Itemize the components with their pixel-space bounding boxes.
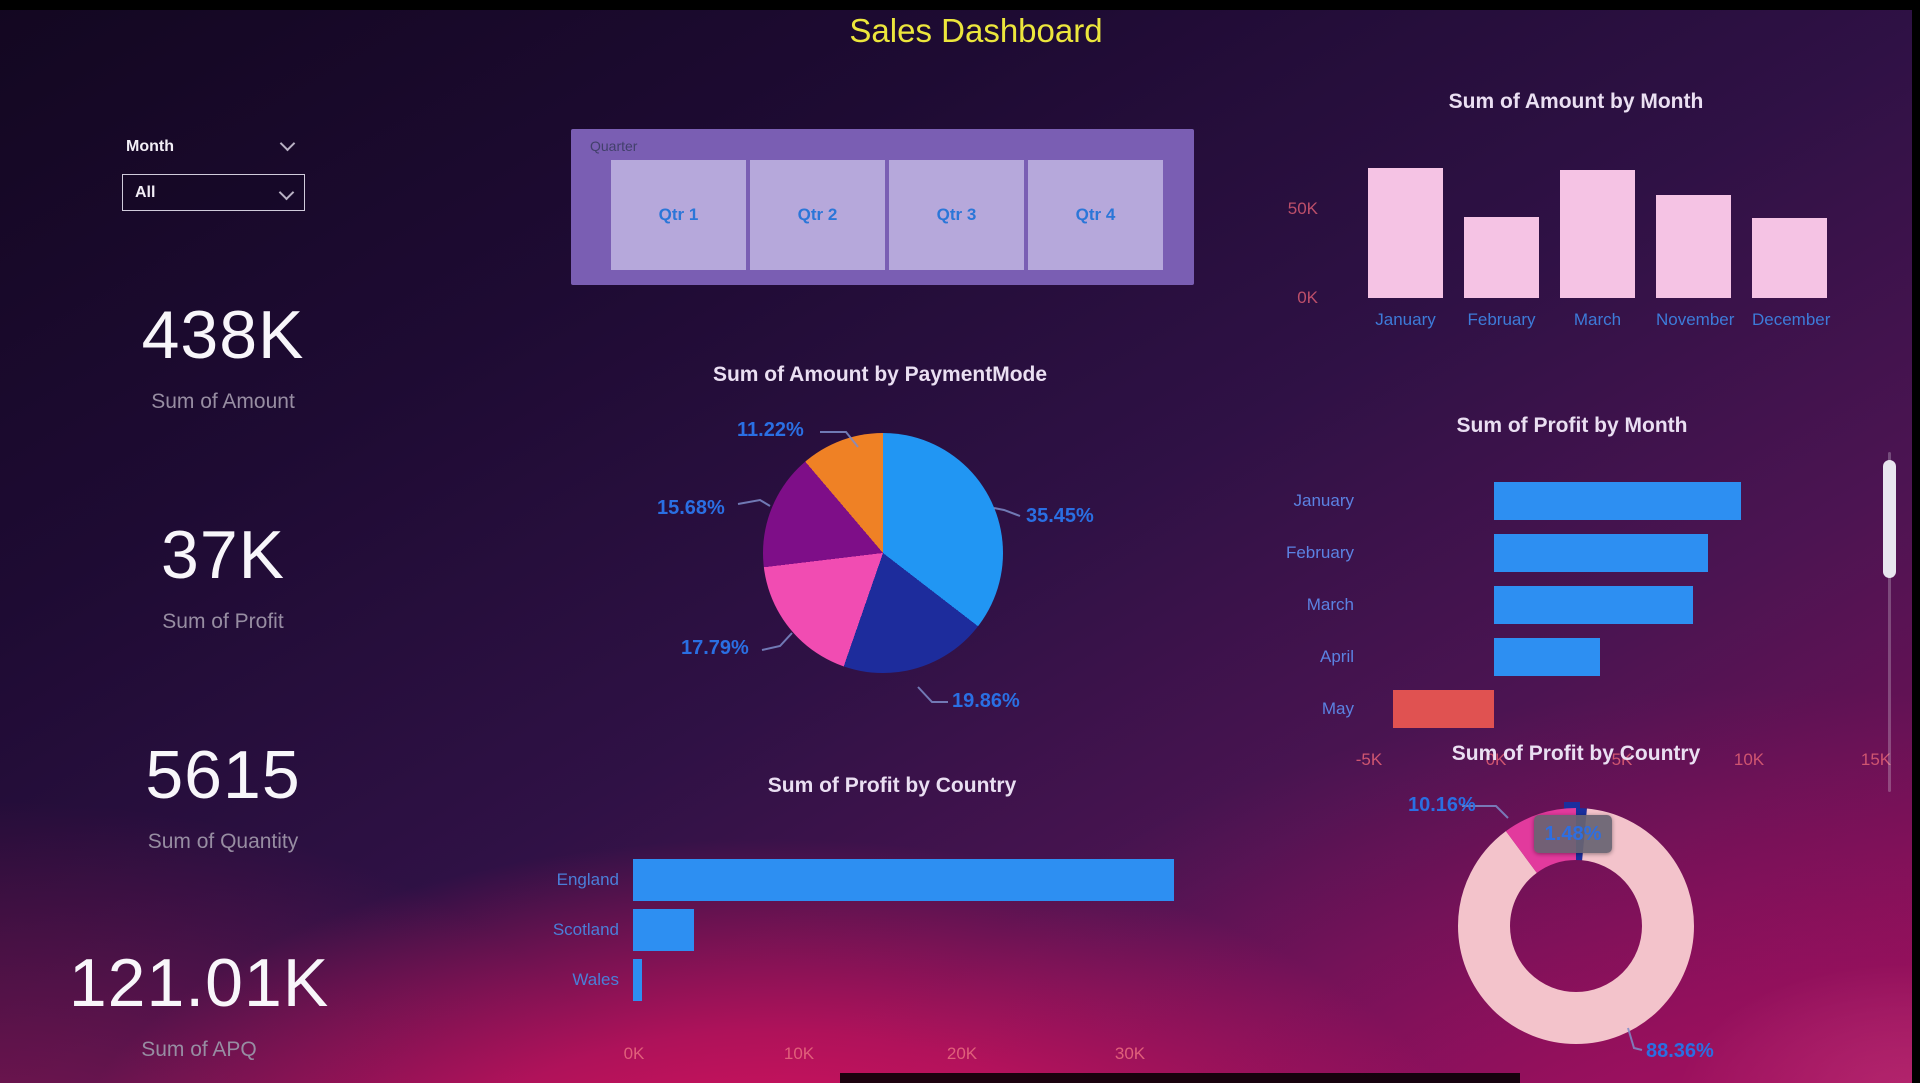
chart-row-Wales: Wales <box>420 958 1220 1002</box>
bar-May[interactable] <box>1393 690 1495 728</box>
chart-row-England: England <box>420 858 1220 902</box>
kpi-value: 121.01K <box>68 945 330 1021</box>
y-axis-label: Scotland <box>552 920 619 939</box>
kpi-card-apq: 121.01K Sum of APQ <box>14 948 384 1062</box>
quarter-buttons: Qtr 1 Qtr 2 Qtr 3 Qtr 4 <box>611 160 1163 270</box>
bar-March[interactable] <box>1560 170 1635 298</box>
chart-title-amount-by-paymentmode: Sum of Amount by PaymentMode <box>712 363 1048 386</box>
scrollbar-thumb[interactable] <box>1883 460 1896 578</box>
x-axis-label: February <box>1467 310 1536 329</box>
quarter-button-qtr2[interactable]: Qtr 2 <box>750 160 885 270</box>
chart-row-January: January <box>1244 481 1904 521</box>
tooltip: 1.48% <box>1534 815 1612 853</box>
kpi-card-quantity: 5615 Sum of Quantity <box>38 740 408 854</box>
kpi-label: Sum of Amount <box>151 390 295 413</box>
x-axis-label: March <box>1573 310 1622 329</box>
bar-January[interactable] <box>1368 168 1443 298</box>
quarter-button-qtr3[interactable]: Qtr 3 <box>889 160 1024 270</box>
chart-title-profit-by-country: Sum of Profit by Country <box>767 774 1017 797</box>
chevron-down-icon <box>278 184 295 201</box>
payment-mode-pie[interactable] <box>763 433 1003 673</box>
chart-row-April: April <box>1244 637 1904 677</box>
bar-February[interactable] <box>1494 534 1708 572</box>
kpi-card-amount: 438K Sum of Amount <box>38 300 408 414</box>
month-filter-dropdown[interactable]: All <box>122 174 305 211</box>
quarter-slicer-header: Quarter <box>590 138 638 154</box>
bar-Wales[interactable] <box>633 959 642 1001</box>
quarter-button-qtr4[interactable]: Qtr 4 <box>1028 160 1163 270</box>
x-axis-tick: 0K <box>623 1044 645 1063</box>
amount-by-month-x-axis: January February March November December <box>1368 310 1831 330</box>
donut-label-scotland: 10.16% <box>1408 794 1476 816</box>
screen-edge-bottom <box>840 1073 1520 1083</box>
kpi-label: Sum of Profit <box>162 610 284 633</box>
y-axis-label: February <box>1285 543 1354 562</box>
x-axis-tick: 5K <box>1611 750 1633 769</box>
quarter-slicer: Quarter Qtr 1 Qtr 2 Qtr 3 Qtr 4 <box>571 129 1194 285</box>
donut-slice[interactable] <box>1458 808 1694 1044</box>
y-axis-label: March <box>1306 595 1354 614</box>
collapse-chevron-icon[interactable] <box>279 135 296 152</box>
bar-England[interactable] <box>633 859 1174 901</box>
x-axis-tick: -5K <box>1355 750 1383 769</box>
pie-label: 17.79% <box>681 637 749 659</box>
x-axis-tick: 10K <box>1733 750 1765 769</box>
x-axis-label: January <box>1375 310 1436 329</box>
chart-title-profit-by-month: Sum of Profit by Month <box>1456 414 1688 437</box>
chart-row-February: February <box>1244 533 1904 573</box>
bar-March[interactable] <box>1494 586 1693 624</box>
amount-by-month-plot <box>1368 148 1827 298</box>
kpi-value: 5615 <box>145 737 301 813</box>
y-axis-label: April <box>1319 647 1354 666</box>
y-axis-tick: 50K <box>1287 199 1318 218</box>
screen-edge-top <box>0 0 1920 10</box>
kpi-value: 438K <box>141 297 305 373</box>
chart-title-profit-by-country-donut: Sum of Profit by Country <box>1451 742 1701 765</box>
quarter-button-qtr1[interactable]: Qtr 1 <box>611 160 746 270</box>
kpi-value: 37K <box>161 517 285 593</box>
scrollbar-track[interactable] <box>1888 452 1891 792</box>
pie-label: 19.86% <box>952 690 1020 712</box>
month-filter-label: Month <box>126 138 174 155</box>
x-axis-tick: 20K <box>946 1044 978 1063</box>
bar-January[interactable] <box>1494 482 1741 520</box>
bar-April[interactable] <box>1494 638 1600 676</box>
tooltip-value: 1.48% <box>1544 822 1602 845</box>
bar-Scotland[interactable] <box>633 909 694 951</box>
donut-label-england: 88.36% <box>1646 1040 1714 1062</box>
y-axis-label: January <box>1293 491 1354 510</box>
x-axis-label: December <box>1752 310 1831 329</box>
chart-row-March: March <box>1244 585 1904 625</box>
chart-row-Scotland: Scotland <box>420 908 1220 952</box>
chart-row-May: May <box>1244 689 1904 729</box>
page-title: Sales Dashboard <box>849 12 1103 49</box>
kpi-card-profit: 37K Sum of Profit <box>38 520 408 634</box>
chart-title-amount-by-month: Sum of Amount by Month <box>1448 90 1704 113</box>
month-filter-value: All <box>135 183 156 201</box>
y-axis-label: Wales <box>572 970 619 989</box>
y-axis-label: May <box>1321 699 1354 718</box>
y-axis-label: England <box>556 870 619 889</box>
bar-November[interactable] <box>1656 195 1731 298</box>
bar-February[interactable] <box>1464 217 1539 298</box>
x-axis-tick: 30K <box>1114 1044 1146 1063</box>
screen-edge-right <box>1912 0 1920 1083</box>
x-axis-tick: 10K <box>783 1044 815 1063</box>
x-axis-label: November <box>1656 310 1735 329</box>
pie-label: 15.68% <box>657 497 725 519</box>
pie-label-cash: 35.45% <box>1026 505 1094 527</box>
bar-December[interactable] <box>1752 218 1827 298</box>
kpi-label: Sum of APQ <box>141 1038 257 1061</box>
y-axis-tick: 0K <box>1297 288 1318 307</box>
pie-label: 11.22% <box>737 419 804 441</box>
kpi-label: Sum of Quantity <box>147 830 299 853</box>
x-axis-tick: 0K <box>1485 750 1507 769</box>
x-axis-tick: 15K <box>1860 750 1892 769</box>
